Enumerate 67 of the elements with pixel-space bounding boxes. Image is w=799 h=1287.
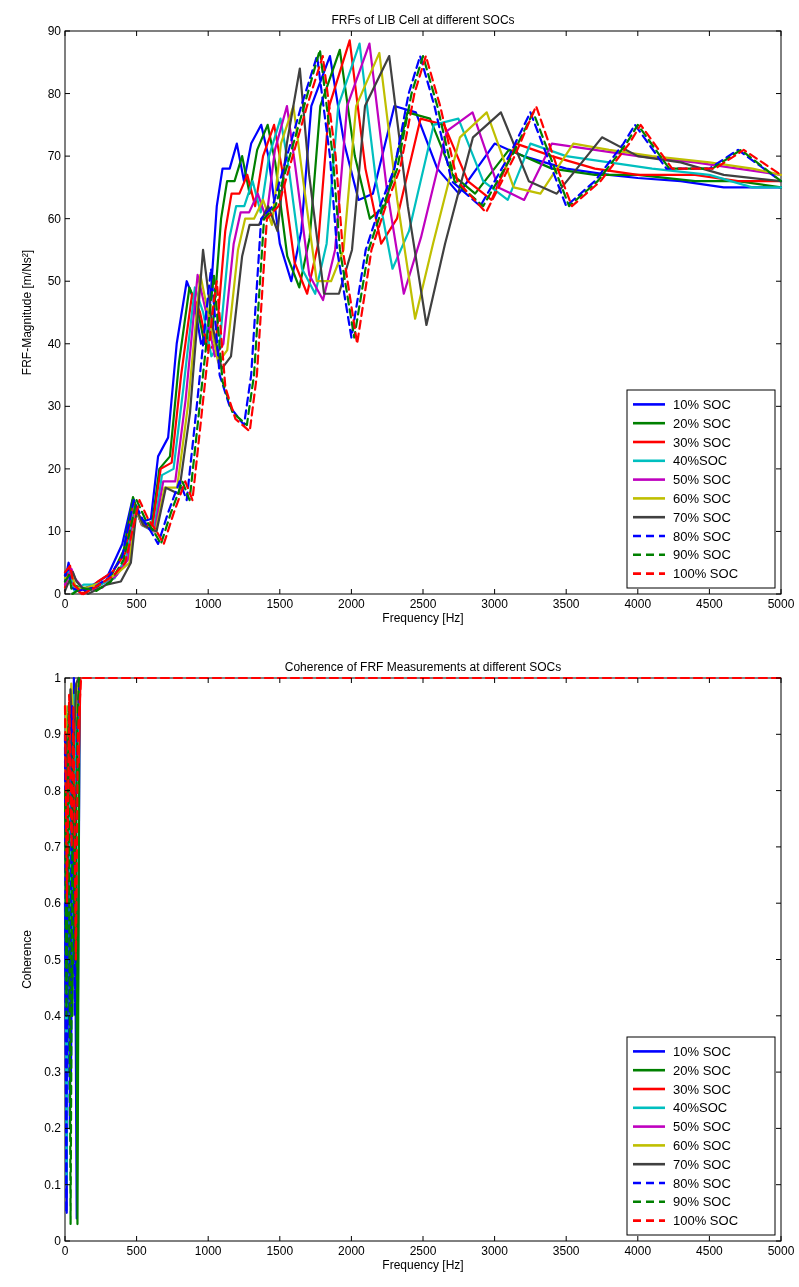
y-tick-label: 0.7 <box>44 839 62 854</box>
x-tick-label: 1000 <box>194 597 222 611</box>
y-tick-label: 1 <box>54 671 62 685</box>
x-tick-label: 4500 <box>696 1244 724 1258</box>
y-tick-label: 0.2 <box>44 1121 62 1136</box>
x-tick-label: 3000 <box>481 597 509 611</box>
legend-label: 80% SOC <box>673 1175 731 1191</box>
legend-label: 20% SOC <box>673 415 731 431</box>
y-tick-label: 60 <box>47 211 62 226</box>
x-tick-label: 5000 <box>767 1244 795 1258</box>
legend-label: 70% SOC <box>673 509 731 525</box>
y-tick-label: 0.6 <box>44 896 62 911</box>
y-tick-label: 0.4 <box>44 1008 62 1023</box>
legend-label: 10% SOC <box>673 1043 731 1059</box>
y-tick-label: 0 <box>54 1234 62 1248</box>
legend-label: 50% SOC <box>673 1119 731 1135</box>
x-tick-label: 2500 <box>409 597 437 611</box>
x-tick-label: 1500 <box>266 597 294 611</box>
x-tick-label: 3500 <box>552 1244 580 1258</box>
x-tick-label: 500 <box>126 597 147 611</box>
y-tick-label: 0.5 <box>44 952 62 967</box>
x-tick-label: 2000 <box>338 597 366 611</box>
legend-label: 50% SOC <box>673 472 731 488</box>
chart-title: Coherence of FRF Measurements at different SOCs <box>284 660 562 674</box>
y-tick-label: 0.1 <box>44 1177 62 1192</box>
x-tick-label: 1000 <box>194 1244 222 1258</box>
y-tick-label: 80 <box>47 86 62 101</box>
legend-label: 30% SOC <box>673 1081 731 1097</box>
y-tick-label: 0.8 <box>44 783 62 798</box>
legend-label: 60% SOC <box>673 1137 731 1153</box>
chart-title: FRFs of LIB Cell at different SOCs <box>331 13 515 27</box>
y-tick-label: 0.3 <box>44 1065 62 1080</box>
legend-label: 100% SOC <box>673 566 739 582</box>
x-tick-label: 500 <box>126 1244 147 1258</box>
legend-label: 90% SOC <box>673 1194 731 1210</box>
y-tick-label: 0.9 <box>44 727 62 742</box>
y-tick-label: 40 <box>47 336 62 351</box>
legend-label: 10% SOC <box>673 396 731 412</box>
y-tick-label: 30 <box>47 399 62 414</box>
x-tick-label: 1500 <box>266 1244 294 1258</box>
x-tick-label: 2000 <box>338 1244 366 1258</box>
x-axis-title: Frequency [Hz] <box>382 611 464 625</box>
y-tick-label: 10 <box>47 524 62 539</box>
x-axis-title: Frequency [Hz] <box>382 1258 464 1272</box>
y-axis-title: Coherence <box>20 929 34 989</box>
y-tick-label: 50 <box>47 274 62 289</box>
legend-label: 70% SOC <box>673 1156 731 1172</box>
legend-label: 30% SOC <box>673 434 731 450</box>
y-axis-title: FRF-Magnitude [m/Ns²] <box>20 249 34 376</box>
x-tick-label: 2500 <box>409 1244 437 1258</box>
legend-label: 60% SOC <box>673 490 731 506</box>
x-tick-label: 4000 <box>624 1244 652 1258</box>
legend-label: 100% SOC <box>673 1213 739 1229</box>
legend-label: 20% SOC <box>673 1062 731 1078</box>
y-tick-label: 20 <box>47 461 62 476</box>
x-tick-label: 4000 <box>624 597 652 611</box>
x-tick-label: 3000 <box>481 1244 509 1258</box>
legend-label: 80% SOC <box>673 528 731 544</box>
legend-label: 40%SOC <box>673 1100 728 1116</box>
legend-label: 40%SOC <box>673 453 728 469</box>
legend-label: 90% SOC <box>673 547 731 563</box>
x-tick-label: 5000 <box>767 597 795 611</box>
x-tick-label: 4500 <box>696 597 724 611</box>
x-tick-label: 3500 <box>552 597 580 611</box>
y-tick-label: 90 <box>47 24 62 38</box>
y-tick-label: 70 <box>47 149 62 164</box>
y-tick-label: 0 <box>54 587 62 601</box>
